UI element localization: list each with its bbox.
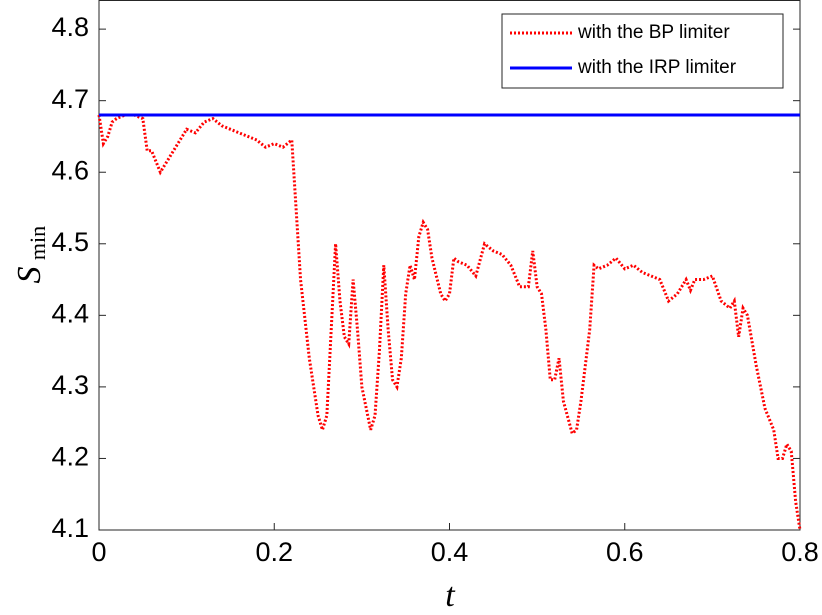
series-line: [97, 113, 802, 531]
y-tick-label: 4.2: [51, 442, 89, 472]
x-tick-label: 0.2: [255, 537, 293, 567]
x-tick-label: 0.4: [431, 537, 469, 567]
y-tick-label: 4.7: [51, 84, 89, 114]
x-tick-label: 0.6: [606, 537, 644, 567]
y-tick-label: 4.6: [51, 155, 89, 185]
legend-label: with the IRP limiter: [577, 57, 737, 78]
y-tick-label: 4.5: [51, 227, 89, 257]
y-tick-label: 4.4: [51, 298, 89, 328]
legend-label: with the BP limiter: [577, 22, 730, 43]
legend-box: [501, 13, 784, 89]
y-axis-label: S min: [11, 226, 50, 284]
y-tick-label: 4.1: [51, 513, 89, 543]
x-tick-label: 0.8: [781, 537, 819, 567]
x-tick-label: 0: [91, 537, 106, 567]
y-tick-label: 4.8: [51, 12, 89, 42]
y-label-sub: min: [25, 226, 50, 260]
y-tick-label: 4.3: [51, 370, 89, 400]
x-axis-label: t: [445, 577, 456, 614]
y-label-main: S: [11, 267, 48, 284]
